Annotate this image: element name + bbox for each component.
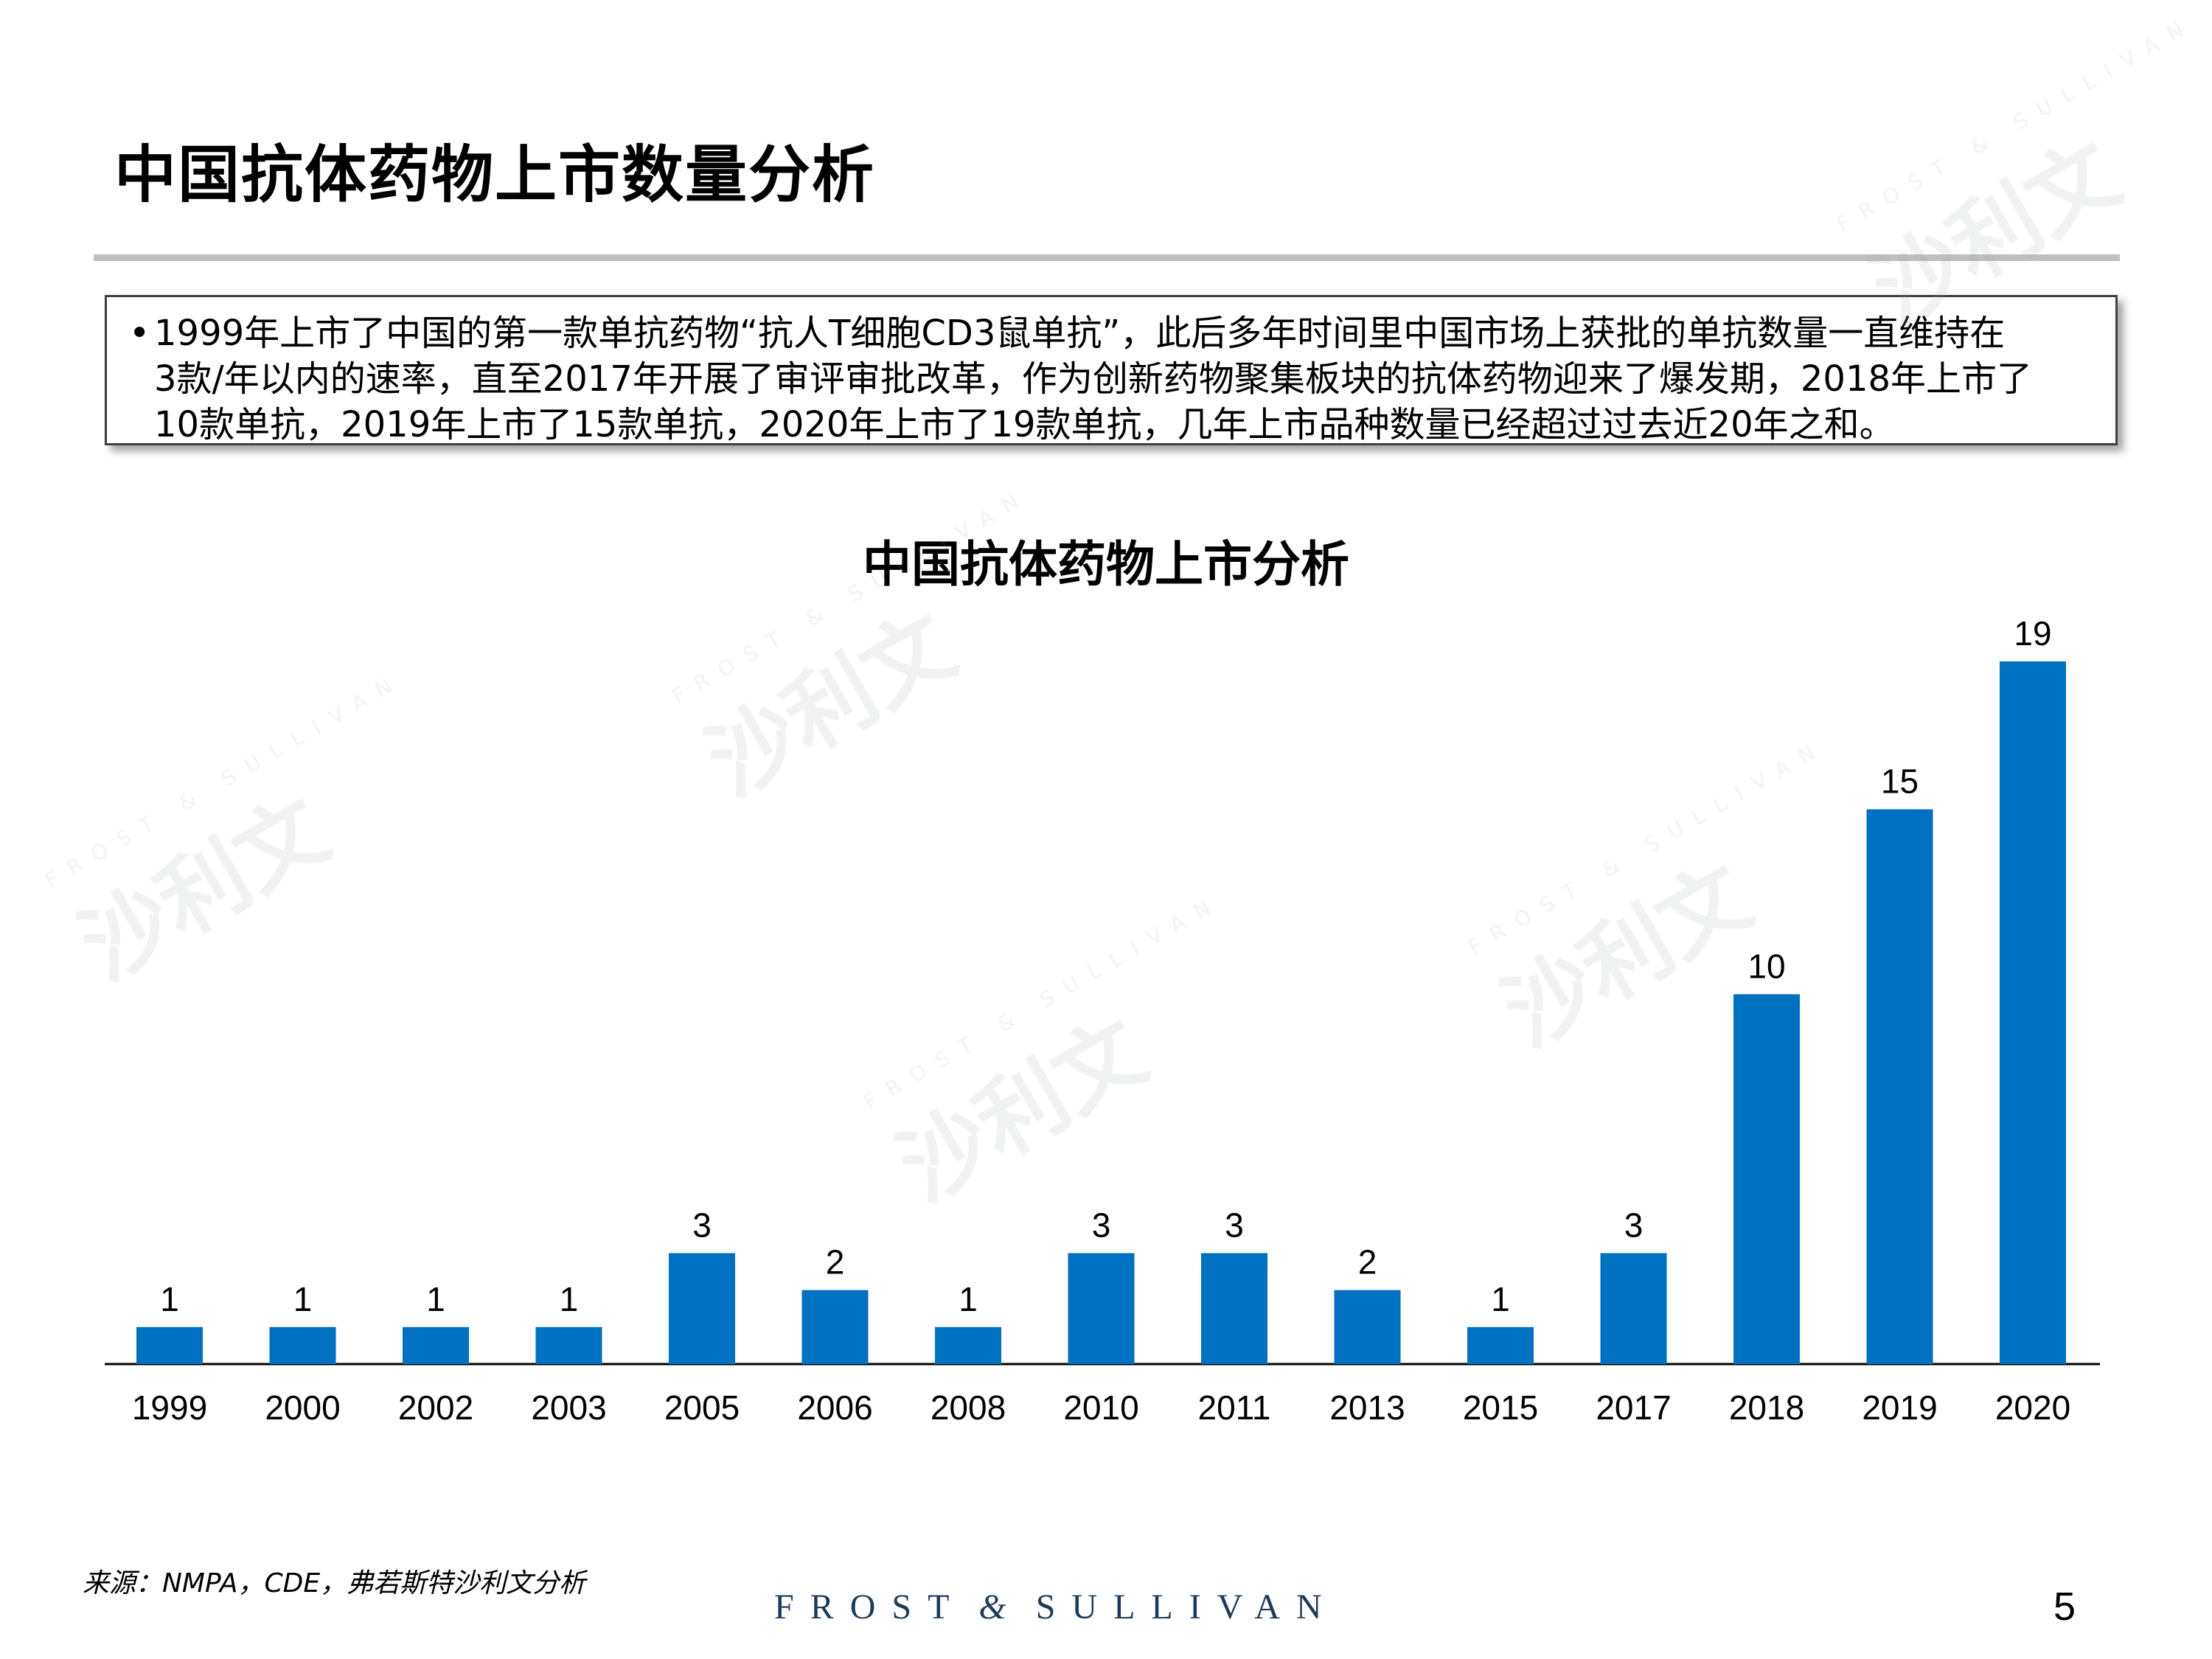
summary-text-1: 1999年上市了中国的第一款单抗药物“抗人T细胞CD3鼠单抗”，此后多年时间里中… [154,313,2006,354]
x-tick-label-1999: 1999 [132,1388,207,1427]
bar-2011 [1201,1253,1267,1364]
bar-2018 [1733,994,1800,1364]
bar-2015 [1467,1326,1534,1364]
x-tick-label-2020: 2020 [1995,1388,2070,1427]
x-tick-label-2000: 2000 [265,1388,340,1427]
data-label-2019: 15 [1881,762,1919,801]
source-note: 来源：NMPA，CDE，弗若斯特沙利文分析 [83,1568,586,1599]
summary-line-2: 3款/年以内的速率，直至2017年开展了审评审批改革，作为创新药物聚集板块的抗体… [154,358,2033,400]
x-tick-label-2011: 2011 [1198,1388,1271,1427]
data-label-2013: 2 [1358,1243,1377,1281]
bar-2019 [1866,809,1933,1364]
page-title: 中国抗体药物上市数量分析 [114,139,876,211]
bar-2010 [1068,1253,1135,1364]
data-label-2005: 3 [692,1206,712,1245]
x-tick-label-2005: 2005 [664,1388,740,1427]
bar-1999 [136,1326,203,1364]
summary-line-1: • 1999年上市了中国的第一款单抗药物“抗人T细胞CD3鼠单抗”，此后多年时间里… [129,310,2093,356]
x-tick-label-2019: 2019 [1862,1388,1937,1427]
data-label-2008: 1 [959,1280,978,1318]
x-tick-label-2013: 2013 [1329,1388,1405,1427]
data-label-2003: 1 [560,1280,579,1318]
data-label-2002: 1 [426,1280,445,1318]
x-tick-label-2008: 2008 [931,1388,1006,1427]
bar-2006 [801,1290,869,1364]
bar-2020 [2000,661,2066,1364]
data-label-1999: 1 [160,1280,179,1318]
data-label-2000: 1 [293,1280,313,1318]
data-label-2006: 2 [826,1243,845,1281]
bar-2017 [1600,1253,1667,1364]
bar-2002 [403,1326,469,1364]
data-label-2018: 10 [1747,947,1785,985]
bar-2008 [935,1326,1001,1364]
x-tick-label-2003: 2003 [531,1388,606,1427]
data-label-2015: 1 [1491,1280,1510,1318]
x-tick-label-2018: 2018 [1729,1388,1804,1427]
bar-2013 [1334,1290,1401,1364]
data-label-2017: 3 [1624,1206,1644,1245]
bar-2005 [669,1253,735,1364]
x-tick-label-2010: 2010 [1063,1388,1138,1427]
page-number: 5 [2053,1585,2076,1629]
bar-2000 [269,1326,336,1364]
data-label-2011: 3 [1225,1206,1244,1245]
bar-chart: 1 1999 1 2000 1 2002 1 2003 3 2005 2 2006 1 2008 3 2010… [105,614,2100,1427]
summary-line-3: 10款单抗，2019年上市了15款单抗，2020年上市了19款单抗，几年上市品种… [154,404,1895,445]
x-tick-label-2015: 2015 [1463,1388,1538,1427]
x-tick-label-2017: 2017 [1596,1388,1671,1427]
data-label-2020: 19 [2014,614,2051,653]
chart-title: 中国抗体药物上市分析 [863,536,1349,593]
title-divider [94,254,2120,261]
summary-box: • 1999年上市了中国的第一款单抗药物“抗人T细胞CD3鼠单抗”，此后多年时间里… [105,295,2118,445]
frost-sullivan-logo: FROST & SULLIVAN [774,1587,1338,1627]
x-tick-label-2006: 2006 [797,1388,872,1427]
data-label-2010: 3 [1092,1206,1111,1245]
x-tick-label-2002: 2002 [398,1388,473,1427]
bar-2003 [535,1326,602,1364]
bullet-icon: • [129,313,150,354]
